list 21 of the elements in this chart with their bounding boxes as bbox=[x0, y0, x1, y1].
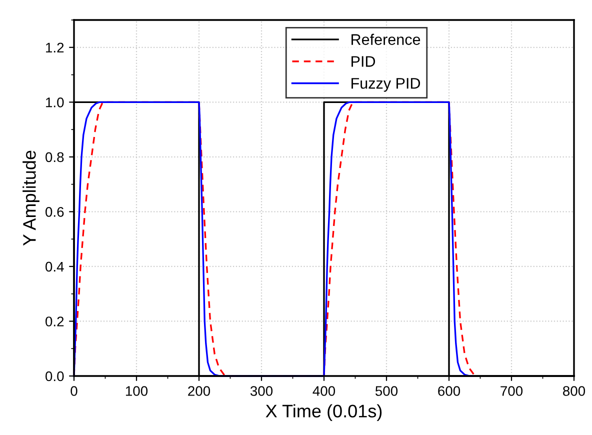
legend-label: Fuzzy PID bbox=[352, 78, 420, 92]
x-tick-label: 200 bbox=[188, 386, 210, 396]
y-tick-label: 0.8 bbox=[46, 152, 64, 162]
y-tick-label: 0.0 bbox=[46, 371, 64, 382]
y-tick-label: 0.4 bbox=[46, 262, 64, 272]
y-tick-label: 0.2 bbox=[46, 316, 64, 326]
legend-label: PID bbox=[352, 56, 376, 67]
legend-label: Reference bbox=[352, 34, 420, 45]
x-tick-label: 600 bbox=[438, 386, 460, 396]
y-tick-label: 1.0 bbox=[46, 97, 64, 108]
x-tick-label: 300 bbox=[250, 386, 273, 396]
y-tick-label: 0.6 bbox=[46, 207, 64, 217]
x-tick-label: 800 bbox=[563, 386, 586, 396]
x-tick-label: 400 bbox=[312, 386, 336, 396]
x-tick-label: 700 bbox=[500, 386, 523, 396]
y-axis-title: Y Amplitude bbox=[22, 150, 40, 246]
y-tick-label: 1.2 bbox=[46, 42, 64, 52]
x-axis-title: X Time (0.01s) bbox=[266, 404, 382, 422]
x-tick-label: 100 bbox=[126, 386, 148, 396]
x-tick-label: 500 bbox=[375, 386, 398, 396]
x-tick-label: 0 bbox=[70, 386, 78, 396]
